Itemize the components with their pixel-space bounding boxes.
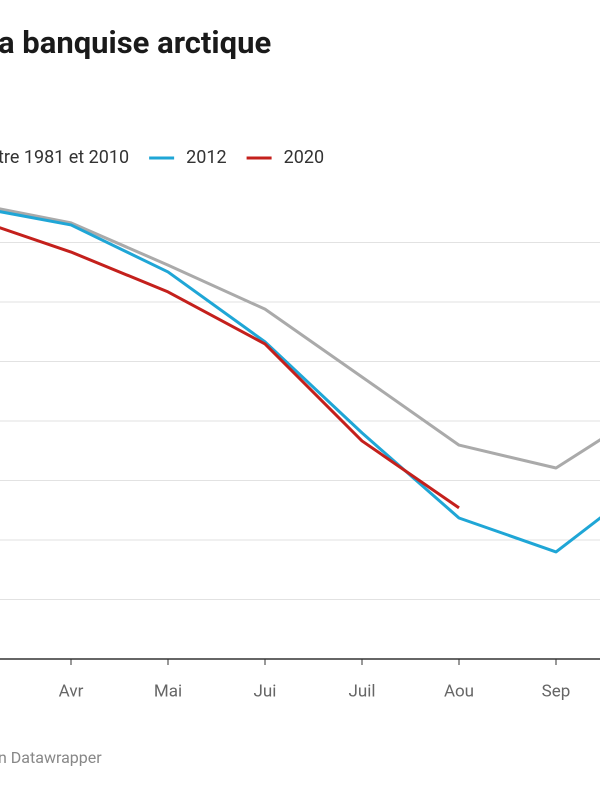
legend-label: 2020 — [284, 147, 324, 168]
legend-label: 2012 — [186, 147, 226, 168]
x-tick-label: Aou — [444, 681, 474, 701]
chart-title: a banquise arctique — [0, 24, 271, 61]
source: n Datawrapper — [0, 748, 102, 767]
x-tick-label: Avr — [59, 681, 84, 701]
series-line — [0, 207, 600, 470]
x-tick-label: Sep — [542, 681, 571, 701]
series-line — [0, 226, 460, 510]
legend-label: tre 1981 et 2010 — [0, 147, 129, 168]
series-line — [0, 210, 600, 554]
x-tick-label: Juil — [348, 681, 375, 701]
x-tick-label: Jui — [254, 681, 277, 701]
x-tick-label: Mai — [154, 681, 182, 701]
